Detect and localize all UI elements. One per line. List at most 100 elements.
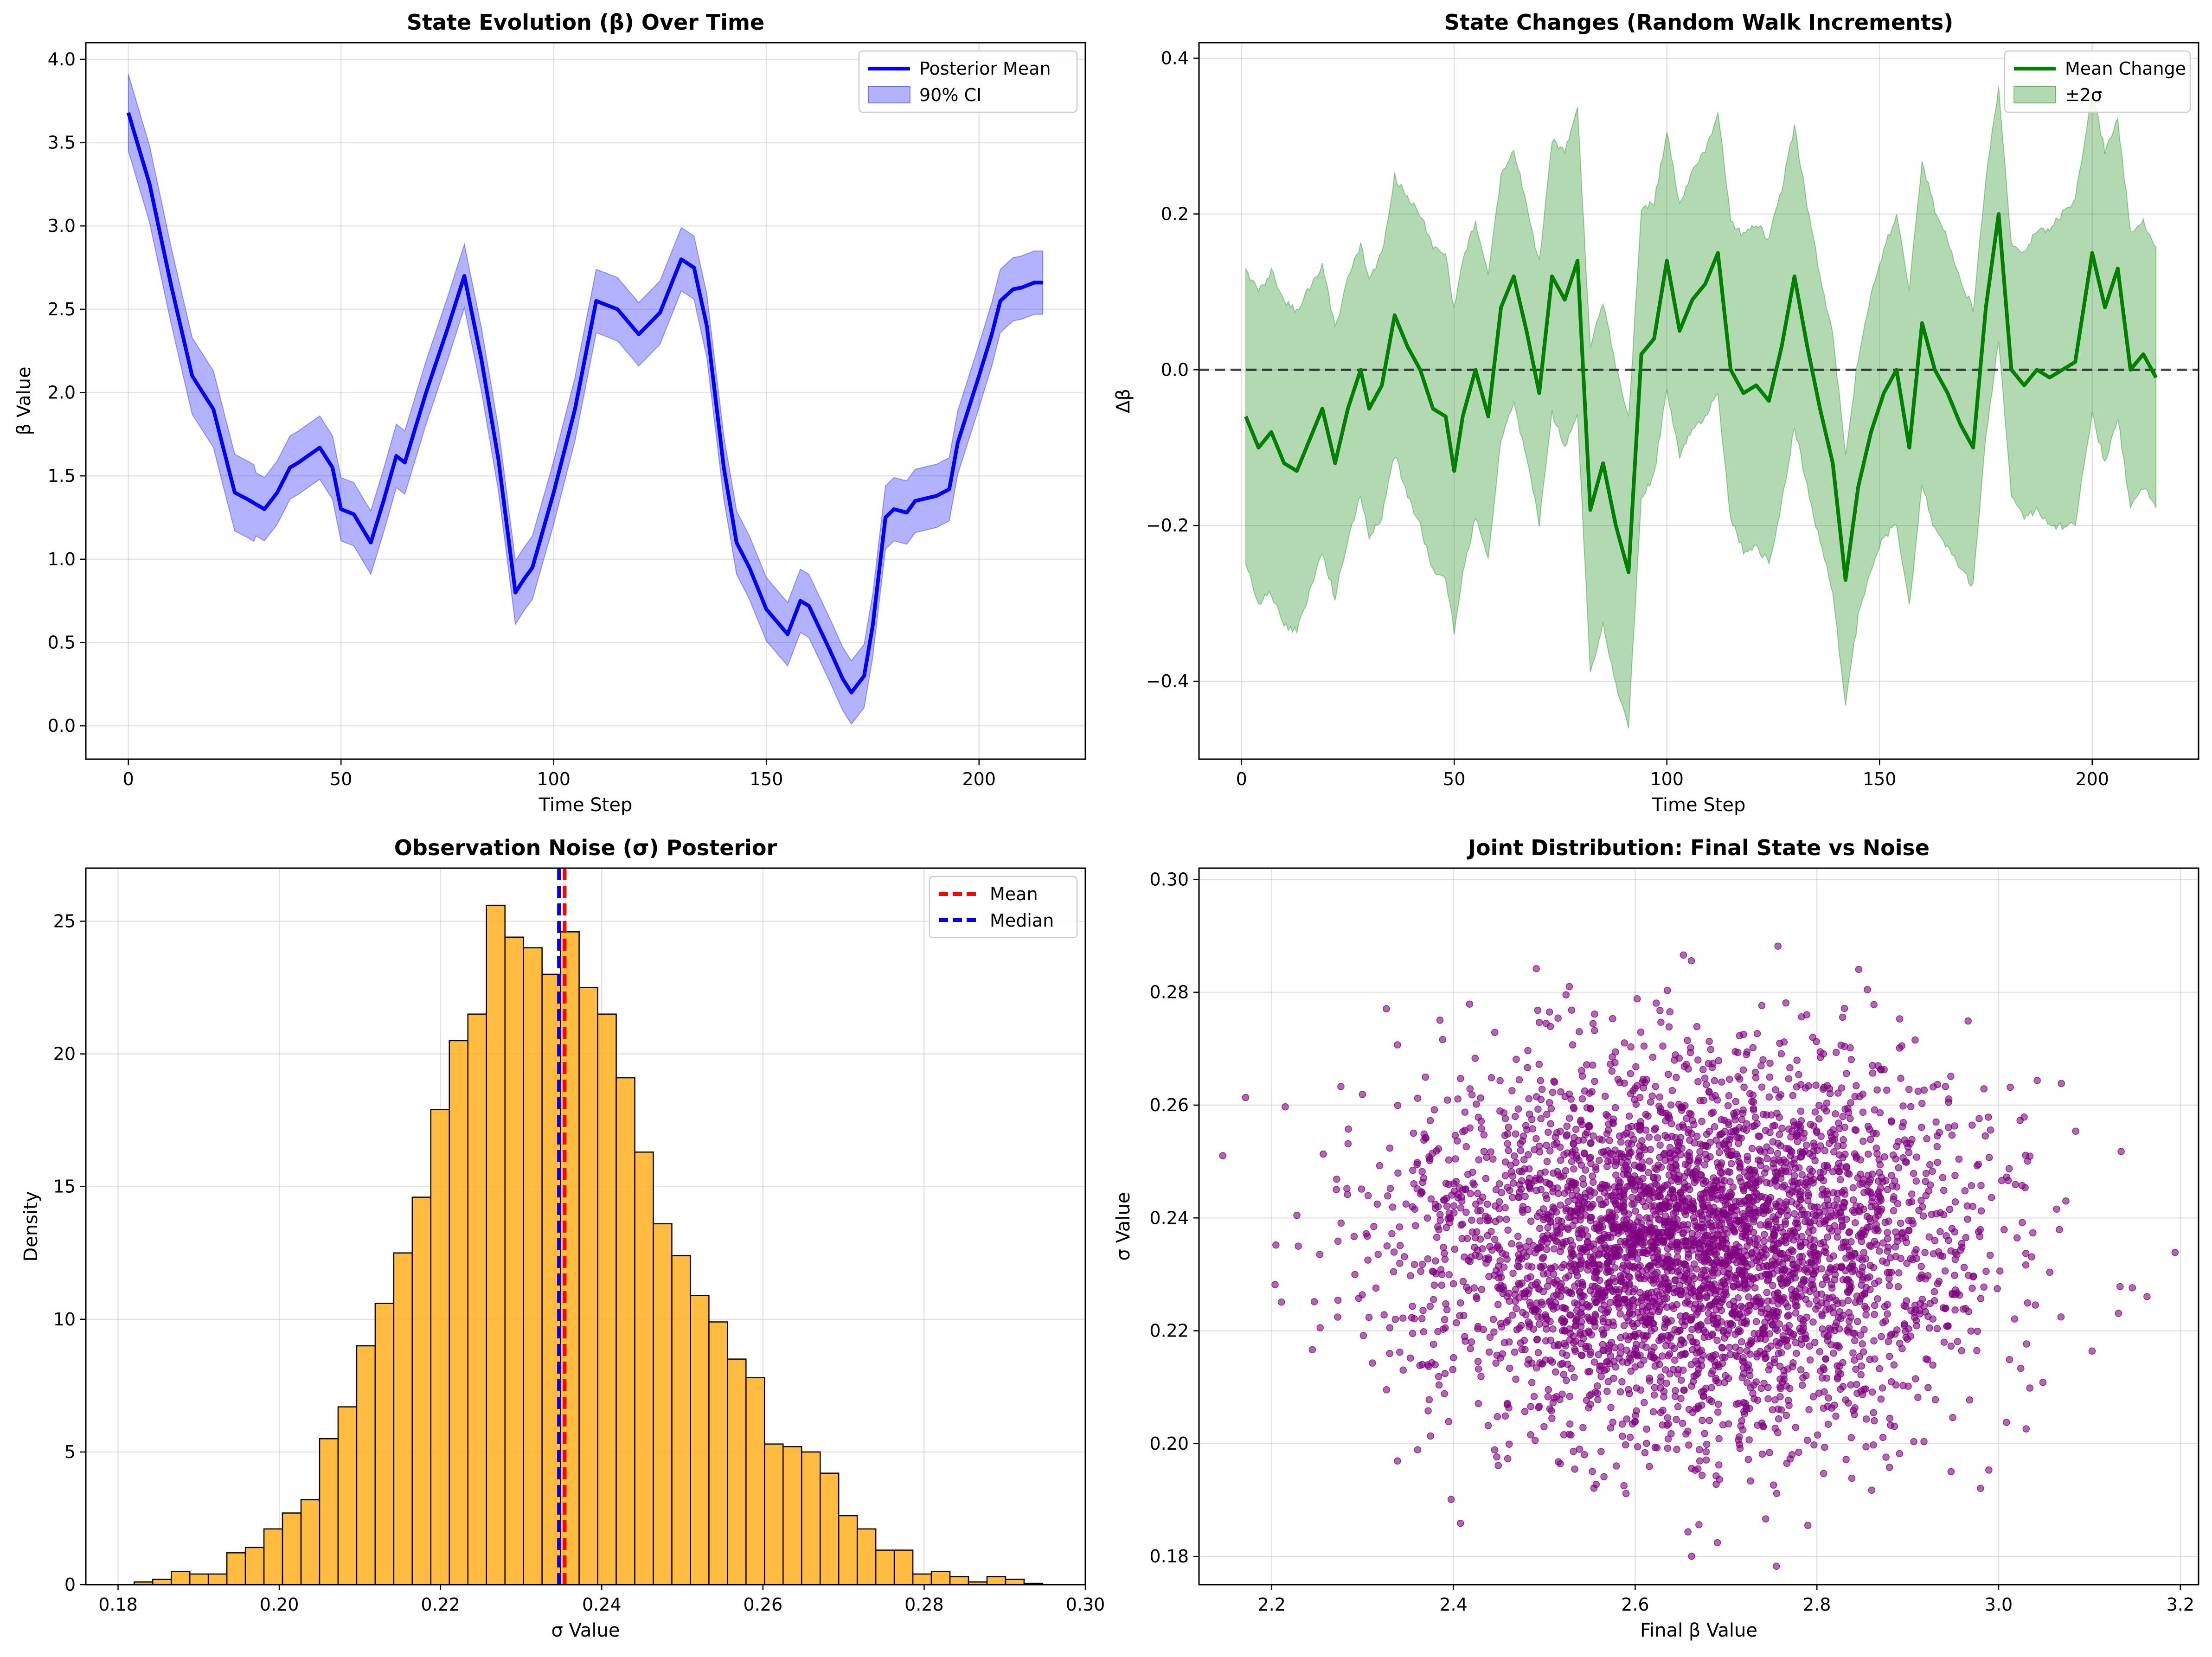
scatter-point (1513, 1056, 1520, 1062)
scatter-point (1707, 1046, 1714, 1053)
scatter-point (1641, 1276, 1648, 1282)
x-tick-label: 0.28 (904, 1594, 944, 1615)
scatter-point (1617, 1311, 1623, 1317)
scatter-point (1631, 1201, 1637, 1207)
scatter-point (1430, 1296, 1437, 1303)
scatter-point (1605, 1266, 1611, 1273)
scatter-point (1824, 1162, 1830, 1169)
chart-title: Observation Noise (σ) Posterior (394, 835, 777, 860)
scatter-point (1856, 1271, 1863, 1278)
scatter-point (1875, 1206, 1881, 1212)
scatter-point (1496, 1181, 1503, 1187)
scatter-point (1959, 1244, 1965, 1250)
scatter-point (1951, 1272, 1958, 1279)
scatter-point (1555, 1015, 1561, 1021)
scatter-point (1567, 1421, 1573, 1427)
scatter-point (1543, 1142, 1550, 1149)
scatter-point (1562, 1094, 1568, 1100)
scatter-point (1750, 1382, 1757, 1388)
chart-title: State Evolution (β) Over Time (407, 10, 764, 35)
scatter-point (1569, 1149, 1576, 1155)
scatter-point (1843, 1456, 1849, 1463)
scatter-point (1768, 1343, 1774, 1350)
scatter-point (1547, 1148, 1553, 1154)
histogram-bar (857, 1529, 876, 1585)
scatter-point (1516, 1168, 1523, 1175)
scatter-point (1886, 1415, 1893, 1421)
scatter-point (1494, 1414, 1500, 1420)
scatter-point (1472, 1252, 1479, 1259)
scatter-point (1427, 1117, 1434, 1124)
scatter-point (1508, 1241, 1515, 1247)
scatter-point (1577, 1253, 1583, 1260)
scatter-point (1810, 1319, 1816, 1325)
scatter-point (1570, 1448, 1577, 1455)
scatter-point (1798, 1367, 1804, 1373)
scatter-point (1726, 1344, 1732, 1350)
scatter-point (1787, 1385, 1793, 1392)
scatter-point (1775, 1406, 1782, 1412)
scatter-point (1849, 1475, 1855, 1482)
scatter-point (1564, 1123, 1570, 1129)
scatter-point (1631, 1136, 1637, 1143)
y-tick-label: 1.5 (48, 466, 76, 486)
scatter-point (1764, 1156, 1770, 1162)
scatter-point (1511, 1153, 1518, 1159)
x-tick-label: 50 (330, 769, 352, 789)
scatter-point (1669, 1088, 1675, 1094)
scatter-point (1640, 1175, 1646, 1182)
scatter-point (1796, 1164, 1802, 1171)
scatter-point (1517, 1140, 1524, 1147)
scatter-point (1674, 1254, 1681, 1260)
scatter-point (1566, 983, 1572, 990)
y-tick-label: 0.22 (1149, 1321, 1189, 1341)
y-axis-label: σ Value (1113, 1192, 1134, 1261)
scatter-point (1577, 1293, 1584, 1300)
scatter-point (1335, 1238, 1341, 1244)
scatter-point (1725, 1102, 1731, 1109)
scatter-point (1741, 1084, 1747, 1090)
scatter-point (1933, 1119, 1939, 1125)
scatter-point (1752, 1114, 1759, 1120)
scatter-point (1772, 1087, 1779, 1093)
scatter-point (1439, 1271, 1445, 1278)
histogram-bar (950, 1577, 968, 1585)
scatter-point (1834, 1165, 1840, 1171)
scatter-point (1821, 1470, 1827, 1477)
scatter-point (1401, 1254, 1408, 1260)
scatter-point (1744, 1364, 1750, 1371)
scatter-point (1411, 1261, 1418, 1268)
scatter-point (1420, 1329, 1427, 1335)
scatter-point (1657, 1007, 1663, 1014)
scatter-point (1852, 1220, 1859, 1226)
y-tick-label: 4.0 (48, 49, 76, 70)
scatter-point (1616, 1183, 1623, 1190)
scatter-point (1651, 1392, 1658, 1398)
scatter-point (1667, 1009, 1673, 1015)
scatter-point (1786, 1235, 1792, 1241)
scatter-point (1715, 1192, 1721, 1199)
scatter-point (1475, 1358, 1481, 1365)
scatter-point (2058, 1314, 2064, 1320)
scatter-point (1652, 1180, 1658, 1187)
scatter-point (1783, 1199, 1789, 1205)
scatter-point (1636, 1126, 1643, 1133)
scatter-point (1403, 1201, 1409, 1207)
scatter-point (1447, 1214, 1453, 1221)
scatter-point (1566, 1115, 1573, 1121)
scatter-point (1409, 1303, 1416, 1310)
scatter-point (1809, 1153, 1816, 1159)
scatter-point (1626, 1113, 1633, 1120)
scatter-point (1441, 1390, 1448, 1397)
scatter-point (1472, 1235, 1479, 1241)
scatter-point (1480, 1194, 1486, 1201)
scatter-point (1604, 1358, 1610, 1365)
scatter-point (1779, 1250, 1786, 1257)
scatter-point (1562, 1328, 1569, 1334)
scatter-point (1544, 1246, 1550, 1253)
scatter-point (1923, 1170, 1930, 1177)
histogram-bar (931, 1571, 950, 1585)
scatter-point (1762, 1149, 1768, 1155)
scatter-point (1389, 1230, 1395, 1237)
scatter-point (1419, 1261, 1426, 1267)
